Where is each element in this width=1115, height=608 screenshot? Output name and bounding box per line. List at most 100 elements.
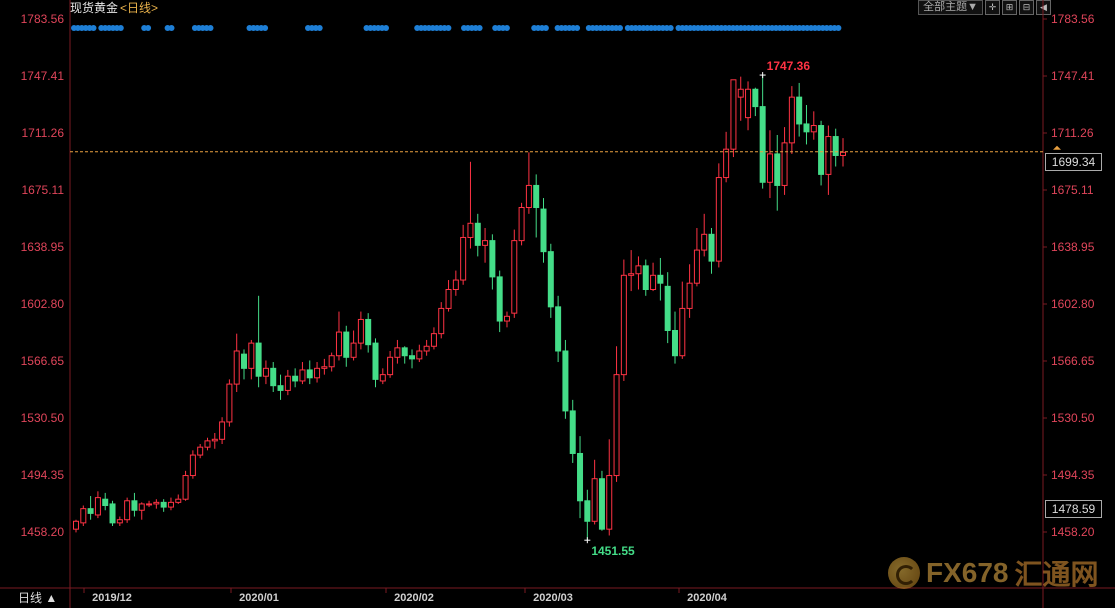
price-arrow-icon <box>1053 145 1061 150</box>
candle-body-down <box>540 208 547 253</box>
candle-body-up <box>204 440 211 448</box>
event-dot <box>207 25 214 31</box>
y-tick-label-left: 1783.56 <box>21 12 65 26</box>
candle-body-down <box>372 342 379 380</box>
candle-body-up <box>73 520 79 530</box>
zoom-out-icon[interactable]: ⊟ <box>1019 0 1034 15</box>
candle-body-up <box>628 273 635 276</box>
candle-body-up <box>387 356 394 376</box>
candle-body-up <box>613 374 620 477</box>
y-tick-label-right: 1602.80 <box>1051 297 1095 311</box>
theme-dropdown[interactable]: 全部主题▼ <box>918 0 983 15</box>
y-tick-label-right: 1711.26 <box>1051 126 1094 140</box>
event-dot <box>574 25 581 31</box>
candle-body-up <box>737 88 744 98</box>
candle-body-up <box>518 207 525 242</box>
candle-body-up <box>124 500 131 521</box>
y-tick-label-left: 1530.50 <box>21 411 65 425</box>
candle-body-down <box>241 353 248 369</box>
candle-body-up <box>715 177 722 262</box>
candle-body-down <box>642 265 649 291</box>
candle-body-down <box>255 342 262 377</box>
candle-body-down <box>577 452 584 502</box>
x-tick-label: 2020/03 <box>533 592 573 604</box>
candle-body-up <box>503 315 510 322</box>
candle-body-down <box>547 251 554 308</box>
candle-body-up <box>511 240 518 314</box>
candle-body-down <box>343 331 350 358</box>
event-dot <box>617 25 623 31</box>
candle-body-down <box>270 367 277 387</box>
event-dot <box>503 25 510 31</box>
candle-body-up <box>335 331 342 357</box>
candle-body-up <box>233 350 240 385</box>
candle-body-up <box>138 503 145 511</box>
period-label[interactable]: <日线> <box>120 1 159 15</box>
candle-body-down <box>160 501 167 508</box>
candle-body-up <box>445 289 452 309</box>
candle-body-down <box>759 106 766 183</box>
candle-body-up <box>175 498 182 503</box>
candle-body-up <box>840 151 846 156</box>
period-button[interactable]: 日线 ▲ <box>18 591 58 605</box>
current-price-box: 1699.34 <box>1045 153 1102 171</box>
candle-body-down <box>489 240 496 278</box>
zoom-in-icon[interactable]: ⊞ <box>1002 0 1017 15</box>
candle-body-down <box>292 375 299 382</box>
candle-body-down <box>584 500 591 522</box>
candle-body-down <box>409 355 416 360</box>
y-tick-label-right: 1530.50 <box>1051 411 1095 425</box>
candle-body-up <box>766 153 773 183</box>
candle-body-down <box>555 306 562 352</box>
candle-body-up <box>452 279 459 291</box>
y-tick-label-right: 1783.56 <box>1051 12 1095 26</box>
instrument-name: 现货黄金 <box>70 1 119 15</box>
y-tick-label-right: 1566.65 <box>1051 354 1095 368</box>
candle-body-up <box>146 503 153 506</box>
candle-body-up <box>679 307 686 357</box>
candle-body-up <box>226 383 233 423</box>
watermark: FX678 汇通网 <box>888 553 1099 593</box>
candle-body-up <box>460 236 467 281</box>
candle-body-down <box>796 96 803 125</box>
candle-body-up <box>606 475 613 530</box>
event-dot <box>262 25 269 31</box>
candle-body-down <box>832 136 839 156</box>
candle-body-up <box>262 367 269 377</box>
y-tick-label-right: 1494.35 <box>1051 468 1095 482</box>
candle-body-up <box>379 374 386 382</box>
chart-title: 现货黄金 <日线> <box>70 0 158 16</box>
candle-body-up <box>189 454 196 477</box>
candle-body-down <box>708 233 715 262</box>
crosshair-price-box: 1478.59 <box>1045 500 1102 518</box>
y-tick-label-right: 1458.20 <box>1051 525 1095 539</box>
watermark-cn: 汇通网 <box>1014 559 1099 590</box>
candle-body-down <box>598 478 605 530</box>
y-tick-label-left: 1747.41 <box>21 69 65 83</box>
candle-body-down <box>562 350 569 412</box>
candle-body-up <box>467 222 474 238</box>
candle-body-up <box>182 475 189 500</box>
y-tick-label-left: 1638.95 <box>21 240 65 254</box>
candle-body-up <box>686 282 693 309</box>
event-dot <box>117 25 124 31</box>
candle-body-down <box>474 222 481 246</box>
crosshair-icon[interactable]: ✛ <box>985 0 1000 15</box>
candle-body-up <box>219 421 226 440</box>
event-dot <box>316 25 323 31</box>
candle-body-up <box>591 478 598 522</box>
watermark-brand: FX678 <box>926 557 1009 588</box>
candle-body-down <box>306 369 313 379</box>
candle-body-up <box>620 274 627 376</box>
candle-body-up <box>94 497 101 516</box>
high-annotation: 1747.36 <box>767 59 811 73</box>
candle-body-down <box>752 88 759 108</box>
x-tick-label: 2020/02 <box>394 592 434 604</box>
candle-body-up <box>788 96 795 144</box>
candle-body-down <box>671 329 678 357</box>
candle-body-up <box>299 369 306 382</box>
candle-body-up <box>80 508 87 524</box>
candle-body-up <box>650 274 657 291</box>
candle-body-down <box>664 285 671 331</box>
